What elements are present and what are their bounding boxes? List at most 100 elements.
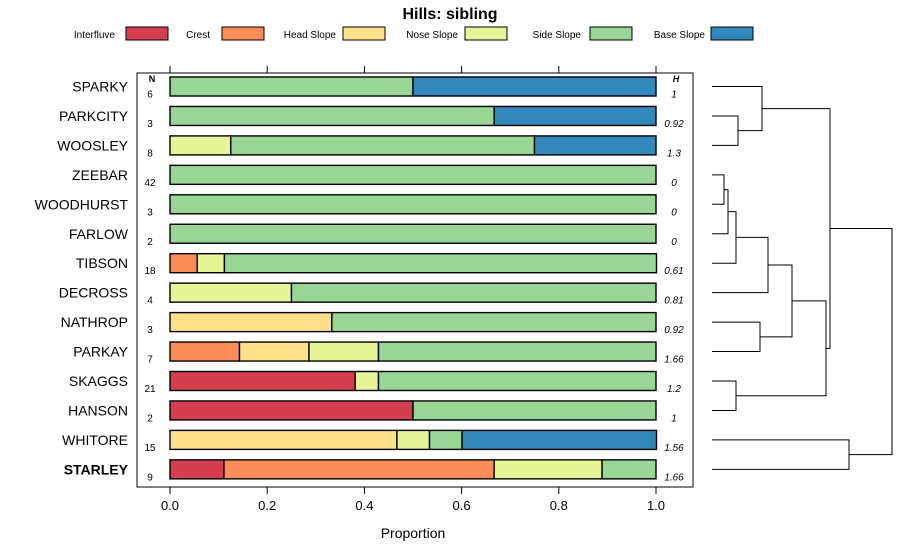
row-n-value: 3 [147, 207, 153, 218]
dendrogram-link [760, 264, 793, 338]
bar-segment [169, 105, 495, 127]
bar-row: DECROSS 4 0.81 [59, 282, 684, 307]
bar-segment [169, 76, 414, 97]
row-h-value: 1.66 [664, 472, 684, 483]
row-label: HANSON [68, 402, 128, 418]
bar-row: SPARKY 6 1 [72, 76, 677, 101]
row-label: DECROSS [59, 285, 128, 301]
chart-title: Hills: sibling [402, 6, 497, 23]
row-h-value: 0.92 [664, 325, 684, 336]
bar-segment [169, 164, 657, 186]
row-label: STARLEY [64, 461, 129, 477]
bar-segment [238, 341, 310, 362]
row-n-value: 42 [144, 178, 156, 189]
bar-segment [412, 76, 657, 97]
row-h-value: 1.66 [664, 355, 684, 366]
x-tick-label: 0.8 [550, 498, 568, 513]
x-tick-label: 0.6 [453, 498, 471, 513]
row-n-value: 2 [147, 413, 153, 424]
bar-segment [169, 370, 356, 392]
row-n-value: 8 [147, 148, 153, 159]
dendrogram-link [712, 236, 769, 294]
bar-segment [308, 341, 380, 362]
dendrogram-link [762, 108, 831, 349]
dendrogram-link [712, 115, 739, 146]
bar-row: ZEEBAR 42 0 [72, 164, 677, 189]
legend-swatch [464, 26, 508, 41]
bar-segment [377, 341, 657, 362]
row-h-value: 1 [671, 413, 677, 424]
bar-segment [493, 105, 657, 127]
row-h-value: 0 [671, 237, 677, 248]
row-label: PARKAY [73, 344, 128, 360]
bar-segment [428, 429, 463, 451]
bar-segment [169, 282, 293, 303]
row-n-value: 7 [147, 355, 153, 366]
bar-row: FARLOW 2 0 [69, 223, 677, 248]
bar-segment [169, 341, 241, 362]
legend-swatch [710, 26, 754, 41]
x-tick-label: 0.4 [355, 498, 373, 513]
row-label: TIBSON [76, 255, 128, 271]
bar-segment [290, 282, 657, 303]
x-tick-label: 0.2 [258, 498, 276, 513]
row-label: FARLOW [69, 226, 129, 242]
x-tick-label: 1.0 [647, 498, 665, 513]
bar-row: WOODHURST 3 0 [35, 194, 677, 218]
legend-label: Base Slope [654, 30, 706, 41]
bar-segment [169, 429, 398, 451]
bar-segment [396, 429, 431, 451]
row-n-value: 2 [147, 237, 153, 248]
bar-segment [412, 400, 657, 421]
row-n-value: 3 [147, 119, 153, 130]
bar-segment [601, 459, 657, 480]
n-column-header: N [149, 74, 156, 84]
bar-segment [354, 370, 380, 392]
row-n-value: 6 [147, 90, 153, 101]
legend-label: Side Slope [533, 30, 582, 41]
legend-swatch [221, 26, 265, 41]
bar-row: PARKCITY 3 0.92 [59, 105, 684, 130]
bar-row: TIBSON 18 0.61 [76, 252, 684, 277]
x-axis-label: Proportion [381, 525, 446, 541]
bar-segment [377, 370, 657, 392]
x-axis: 0.0 0.2 0.4 0.6 0.8 1.0 [161, 66, 665, 513]
bar-row: PARKAY 7 1.66 [73, 341, 684, 366]
row-h-value: 0 [671, 207, 677, 218]
row-n-value: 18 [144, 266, 156, 277]
legend-swatch [589, 26, 633, 41]
legend-label: Head Slope [284, 30, 337, 41]
bar-row: HANSON 2 1 [68, 400, 677, 424]
row-label: WOOSLEY [57, 137, 128, 153]
row-label: SKAGGS [69, 373, 128, 389]
bar-segment [533, 135, 657, 156]
row-n-value: 4 [147, 296, 153, 307]
bar-segment [169, 194, 657, 215]
dendrogram-link [712, 211, 737, 264]
row-n-value: 3 [147, 325, 153, 336]
dendrogram-link [736, 300, 827, 397]
row-h-value: 0 [671, 178, 677, 189]
row-h-value: 1 [671, 90, 677, 101]
x-tick-label: 0.0 [161, 498, 179, 513]
row-label: NATHROP [61, 314, 128, 330]
row-label: PARKCITY [59, 108, 129, 124]
bar-row: WHITORE 15 1.56 [62, 429, 684, 454]
h-column-header: H [673, 74, 680, 84]
bar-segment [493, 459, 603, 480]
bar-segment [196, 252, 226, 274]
row-n-value: 15 [144, 443, 156, 454]
dendrogram [712, 86, 893, 470]
bar-row: NATHROP 3 0.92 [61, 311, 684, 336]
legend-label: Interfluve [74, 30, 116, 41]
bar-segment [223, 459, 495, 480]
bar-segment [169, 311, 333, 333]
bar-segment [169, 459, 225, 480]
legend-label: Nose Slope [406, 30, 458, 41]
bar-segment [230, 135, 536, 156]
legend-swatch [342, 26, 386, 41]
legend-swatch [125, 26, 169, 41]
